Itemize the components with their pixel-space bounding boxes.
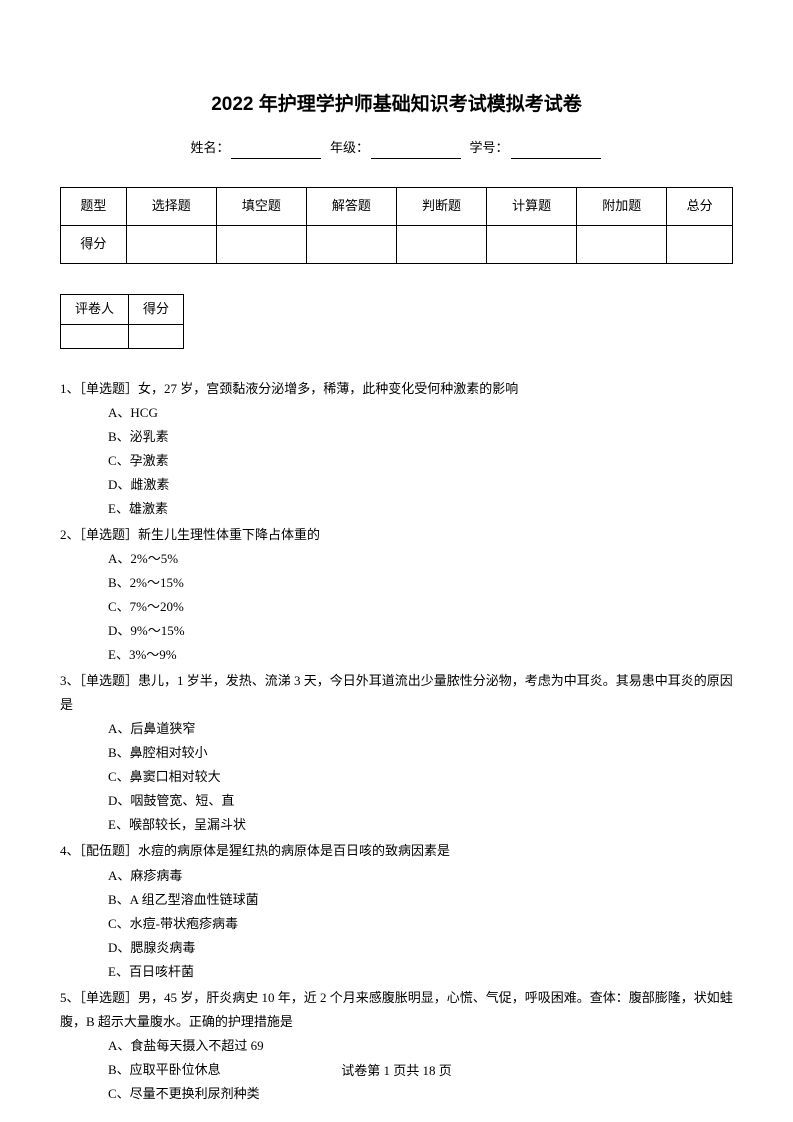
question-text: 2、［单选题］新生儿生理性体重下降占体重的 xyxy=(60,523,733,547)
option-C[interactable]: C、孕激素 xyxy=(108,449,733,473)
option-E[interactable]: E、百日咳杆菌 xyxy=(108,960,733,984)
name-blank[interactable] xyxy=(231,145,321,159)
score-header-row: 题型 选择题 填空题 解答题 判断题 计算题 附加题 总分 xyxy=(61,188,733,226)
student-info-line: 姓名： 年级： 学号： xyxy=(60,138,733,159)
option-E[interactable]: E、3%～9% xyxy=(108,643,733,667)
question-text: 3、［单选题］患儿，1 岁半，发热、流涕 3 天，今日外耳道流出少量脓性分泌物，… xyxy=(60,669,733,717)
grader-label: 评卷人 xyxy=(61,294,129,324)
question-2: 2、［单选题］新生儿生理性体重下降占体重的A、2%～5%B、2%～15%C、7%… xyxy=(60,523,733,667)
option-E[interactable]: E、雄激素 xyxy=(108,497,733,521)
score-cell-7[interactable] xyxy=(667,225,733,263)
question-3: 3、［单选题］患儿，1 岁半，发热、流涕 3 天，今日外耳道流出少量脓性分泌物，… xyxy=(60,669,733,837)
question-text: 1、［单选题］女，27 岁，宫颈黏液分泌增多，稀薄，此种变化受何种激素的影响 xyxy=(60,377,733,401)
id-label: 学号： xyxy=(470,140,509,155)
question-1: 1、［单选题］女，27 岁，宫颈黏液分泌增多，稀薄，此种变化受何种激素的影响A、… xyxy=(60,377,733,521)
option-B[interactable]: B、泌乳素 xyxy=(108,425,733,449)
option-A[interactable]: A、食盐每天摄入不超过 69 xyxy=(108,1034,733,1058)
exam-title: 2022 年护理学护师基础知识考试模拟考试卷 xyxy=(60,90,733,120)
score-cell-2[interactable] xyxy=(216,225,306,263)
grader-table: 评卷人 得分 xyxy=(60,294,184,349)
option-C[interactable]: C、尽量不更换利尿剂种类 xyxy=(108,1082,733,1106)
option-A[interactable]: A、2%～5% xyxy=(108,547,733,571)
question-text: 4、［配伍题］水痘的病原体是猩红热的病原体是百日咳的致病因素是 xyxy=(60,839,733,863)
score-h-3: 解答题 xyxy=(306,188,396,226)
options: A、2%～5%B、2%～15%C、7%～20%D、9%～15%E、3%～9% xyxy=(60,547,733,667)
option-C[interactable]: C、水痘-带状疱疹病毒 xyxy=(108,912,733,936)
grader-blank-2[interactable] xyxy=(129,324,184,348)
page-footer: 试卷第 1 页共 18 页 xyxy=(0,1061,793,1082)
option-D[interactable]: D、雌激素 xyxy=(108,473,733,497)
score-h-6: 附加题 xyxy=(577,188,667,226)
option-A[interactable]: A、HCG xyxy=(108,401,733,425)
score-cell-6[interactable] xyxy=(577,225,667,263)
score-cell-4[interactable] xyxy=(396,225,486,263)
score-h-0: 题型 xyxy=(61,188,127,226)
options: A、后鼻道狭窄B、鼻腔相对较小C、鼻窦口相对较大D、咽鼓管宽、短、直E、喉部较长… xyxy=(60,717,733,837)
question-text: 5、［单选题］男，45 岁，肝炎病史 10 年，近 2 个月来感腹胀明显，心慌、… xyxy=(60,986,733,1034)
questions-container: 1、［单选题］女，27 岁，宫颈黏液分泌增多，稀薄，此种变化受何种激素的影响A、… xyxy=(60,377,733,1106)
score-h-4: 判断题 xyxy=(396,188,486,226)
score-h-7: 总分 xyxy=(667,188,733,226)
score-cell-5[interactable] xyxy=(487,225,577,263)
score-h-2: 填空题 xyxy=(216,188,306,226)
id-blank[interactable] xyxy=(511,145,601,159)
score-h-1: 选择题 xyxy=(126,188,216,226)
score-table: 题型 选择题 填空题 解答题 判断题 计算题 附加题 总分 得分 xyxy=(60,187,733,264)
question-4: 4、［配伍题］水痘的病原体是猩红热的病原体是百日咳的致病因素是A、麻疹病毒B、A… xyxy=(60,839,733,983)
grade-blank[interactable] xyxy=(371,145,461,159)
grader-blank-1[interactable] xyxy=(61,324,129,348)
option-C[interactable]: C、鼻窦口相对较大 xyxy=(108,765,733,789)
option-D[interactable]: D、腮腺炎病毒 xyxy=(108,936,733,960)
score-value-row: 得分 xyxy=(61,225,733,263)
score-h-5: 计算题 xyxy=(487,188,577,226)
grade-label: 年级： xyxy=(330,140,369,155)
name-label: 姓名： xyxy=(190,140,229,155)
option-B[interactable]: B、2%～15% xyxy=(108,571,733,595)
question-5: 5、［单选题］男，45 岁，肝炎病史 10 年，近 2 个月来感腹胀明显，心慌、… xyxy=(60,986,733,1106)
option-B[interactable]: B、A 组乙型溶血性链球菌 xyxy=(108,888,733,912)
option-D[interactable]: D、9%～15% xyxy=(108,619,733,643)
grader-score-label: 得分 xyxy=(129,294,184,324)
option-D[interactable]: D、咽鼓管宽、短、直 xyxy=(108,789,733,813)
option-A[interactable]: A、后鼻道狭窄 xyxy=(108,717,733,741)
option-C[interactable]: C、7%～20% xyxy=(108,595,733,619)
option-E[interactable]: E、喉部较长，呈漏斗状 xyxy=(108,813,733,837)
option-A[interactable]: A、麻疹病毒 xyxy=(108,864,733,888)
score-cell-3[interactable] xyxy=(306,225,396,263)
options: A、麻疹病毒B、A 组乙型溶血性链球菌C、水痘-带状疱疹病毒D、腮腺炎病毒E、百… xyxy=(60,864,733,984)
option-B[interactable]: B、鼻腔相对较小 xyxy=(108,741,733,765)
options: A、HCGB、泌乳素C、孕激素D、雌激素E、雄激素 xyxy=(60,401,733,521)
score-cell-1[interactable] xyxy=(126,225,216,263)
score-row-label: 得分 xyxy=(61,225,127,263)
